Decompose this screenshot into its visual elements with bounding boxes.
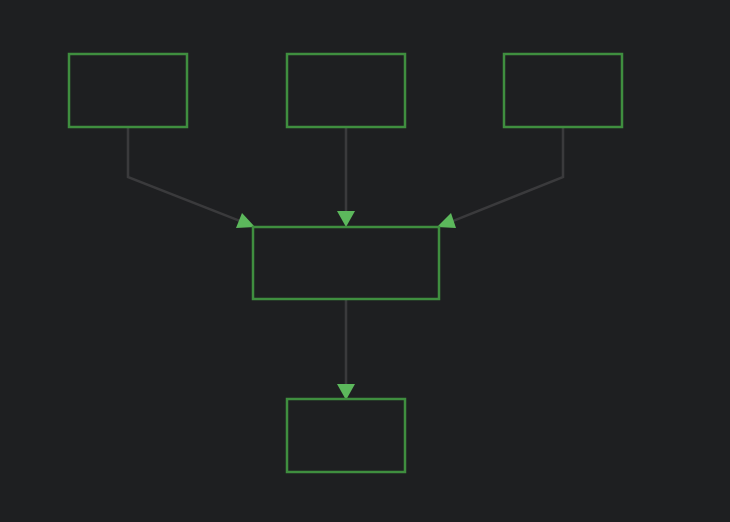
node-top-center[interactable] [285,52,407,129]
edge-top-right-to-middle [437,127,565,228]
node-bottom[interactable] [285,397,407,474]
node-top-left[interactable] [67,52,189,129]
edge-top-center-to-middle [337,127,355,227]
node-middle[interactable] [251,225,441,301]
node-top-right[interactable] [502,52,624,129]
edge-top-left-to-middle [126,127,255,228]
edge-middle-to-bottom [337,299,355,400]
